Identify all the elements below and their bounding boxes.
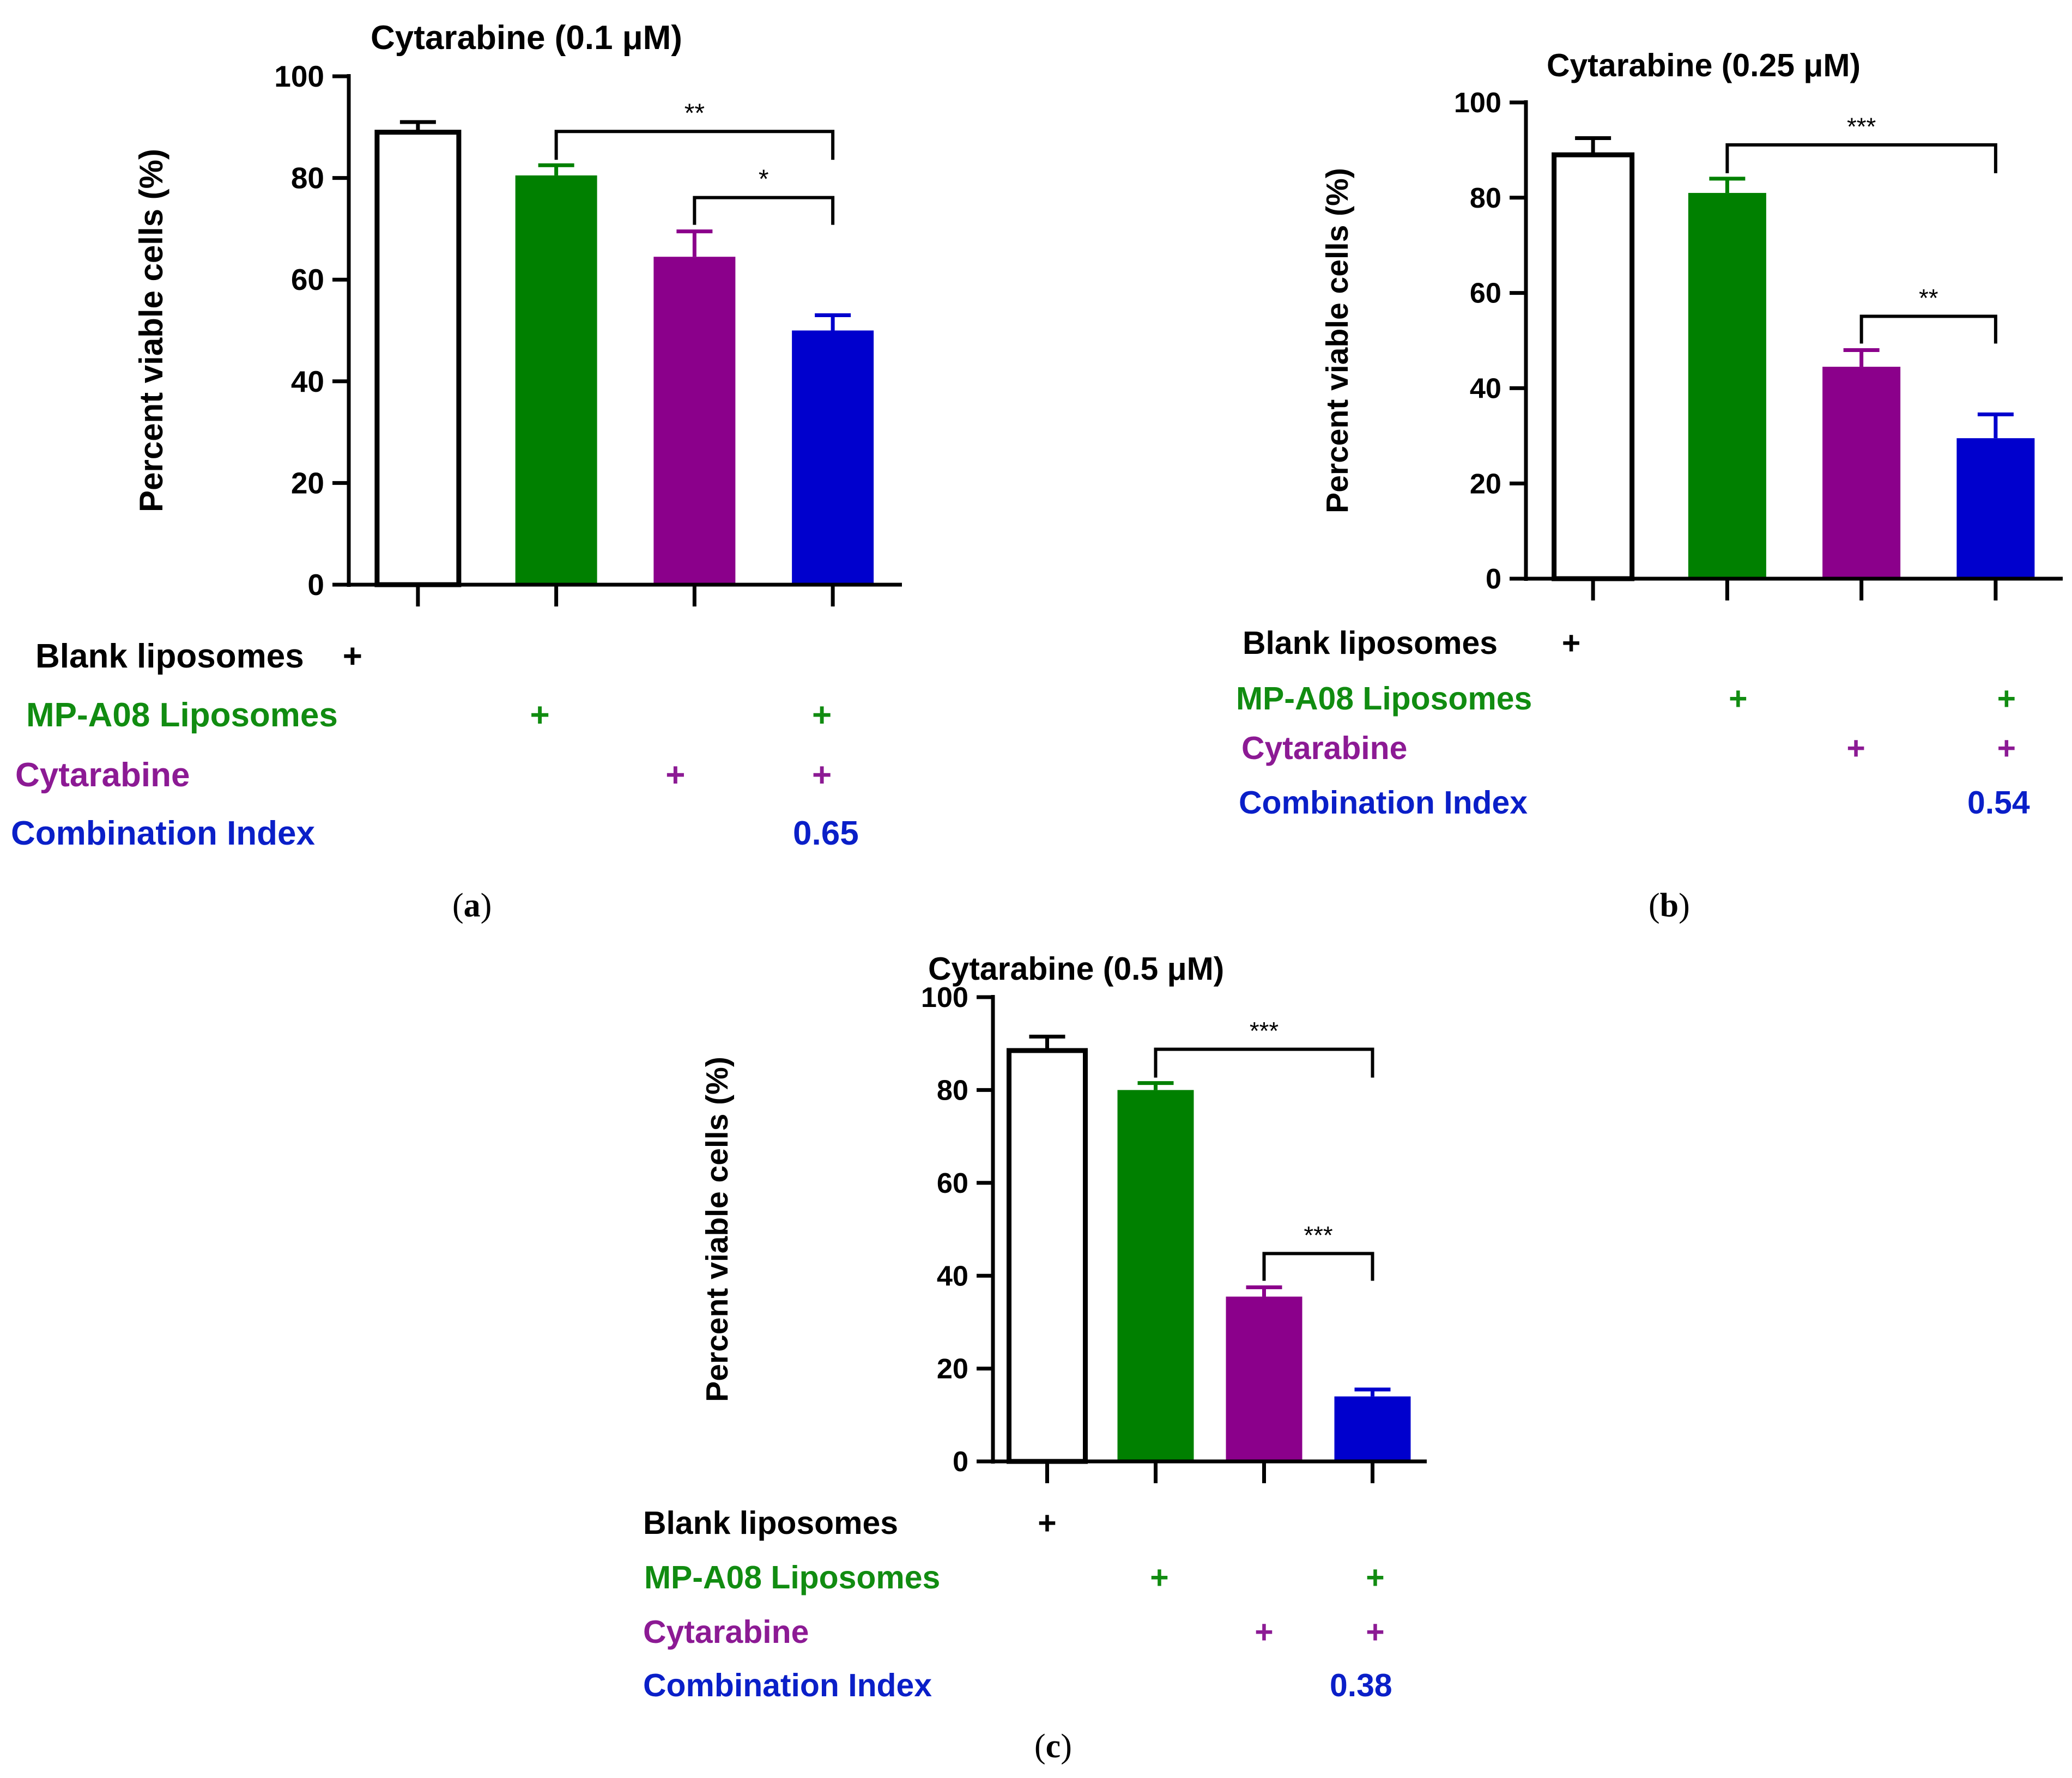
row-label-combination-index: Combination Index bbox=[1239, 785, 1528, 821]
significance-label-1: *** bbox=[1250, 1017, 1279, 1045]
y-tick-label-100: 100 bbox=[1454, 87, 1501, 119]
panel-c: Cytarabine (0.5 μM) Percent viable cells … bbox=[643, 951, 1427, 1765]
bar-3 bbox=[1226, 1296, 1302, 1461]
mark-cytarabine-4: + bbox=[1997, 731, 2016, 766]
caption-letter: b bbox=[1660, 887, 1679, 924]
caption-close-paren: ) bbox=[1679, 887, 1690, 924]
combination-index-value: 0.54 bbox=[1967, 785, 2030, 821]
significance-label-2: *** bbox=[1304, 1222, 1332, 1249]
panel-caption: (a) bbox=[452, 887, 492, 924]
bar-2 bbox=[1688, 193, 1766, 579]
y-tick-label-40: 40 bbox=[937, 1260, 968, 1292]
significance-label-1: ** bbox=[684, 99, 705, 128]
panel-b: Cytarabine (0.25 μM) Percent viable cells… bbox=[1236, 48, 2063, 924]
row-label-blank: Blank liposomes bbox=[35, 638, 304, 675]
bar-1 bbox=[374, 130, 462, 587]
significance-bracket-1 bbox=[1154, 1047, 1374, 1078]
y-tick-label-80: 80 bbox=[291, 161, 324, 195]
caption-open-paren: ( bbox=[452, 887, 464, 924]
mark-mp-a08-2: + bbox=[1729, 681, 1747, 717]
mark-mp-a08-2: + bbox=[1150, 1560, 1168, 1595]
caption-letter: a bbox=[464, 887, 481, 924]
row-label-mp-a08: MP-A08 Liposomes bbox=[644, 1560, 940, 1595]
mark-blank-1: + bbox=[343, 638, 362, 675]
y-axis-label: Percent viable cells (%) bbox=[1320, 168, 1355, 513]
bar-4 bbox=[1956, 438, 2035, 579]
bar-1 bbox=[1007, 1048, 1088, 1464]
y-tick-label-20: 20 bbox=[937, 1354, 968, 1385]
y-tick-label-60: 60 bbox=[291, 263, 324, 296]
mark-cytarabine-3: + bbox=[1255, 1615, 1273, 1650]
bar-4 bbox=[1334, 1396, 1411, 1461]
y-axis-label: Percent viable cells (%) bbox=[133, 149, 169, 512]
bar-3 bbox=[1822, 367, 1901, 579]
row-label-combination-index: Combination Index bbox=[11, 815, 316, 852]
caption-letter: c bbox=[1046, 1728, 1061, 1765]
significance-label-2: ** bbox=[1919, 284, 1938, 312]
panel-caption: (b) bbox=[1649, 887, 1690, 924]
chart-title: Cytarabine (0.5 μM) bbox=[928, 951, 1224, 987]
panel-caption: (c) bbox=[1034, 1728, 1072, 1765]
caption-open-paren: ( bbox=[1649, 887, 1660, 924]
significance-bracket-2 bbox=[1859, 314, 1997, 344]
significance-bracket-2 bbox=[1262, 1252, 1374, 1281]
row-label-mp-a08: MP-A08 Liposomes bbox=[26, 696, 338, 734]
significance-bracket-1 bbox=[1725, 143, 1997, 173]
y-tick-label-20: 20 bbox=[1470, 468, 1501, 500]
mark-blank-1: + bbox=[1562, 626, 1580, 661]
bar-4 bbox=[792, 330, 874, 585]
row-label-cytarabine: Cytarabine bbox=[15, 756, 190, 794]
mark-mp-a08-2: + bbox=[530, 696, 550, 734]
y-tick-label-20: 20 bbox=[291, 466, 324, 500]
y-tick-label-80: 80 bbox=[1470, 183, 1501, 214]
y-tick-label-0: 0 bbox=[1486, 563, 1501, 595]
y-tick-label-80: 80 bbox=[937, 1075, 968, 1106]
bar-2 bbox=[1117, 1090, 1194, 1461]
panel-a: Cytarabine (0.1 μM) Percent viable cells … bbox=[11, 19, 902, 924]
combination-index-value: 0.65 bbox=[793, 815, 859, 852]
y-tick-label-40: 40 bbox=[1470, 373, 1501, 404]
row-label-cytarabine: Cytarabine bbox=[643, 1615, 809, 1650]
y-tick-label-60: 60 bbox=[937, 1168, 968, 1199]
caption-open-paren: ( bbox=[1034, 1728, 1046, 1765]
mark-mp-a08-4: + bbox=[812, 696, 832, 734]
bar-2 bbox=[515, 175, 597, 585]
significance-label-1: *** bbox=[1847, 113, 1876, 141]
caption-close-paren: ) bbox=[481, 887, 492, 924]
caption-close-paren: ) bbox=[1061, 1728, 1072, 1765]
bar-1 bbox=[1552, 152, 1635, 581]
significance-label-2: * bbox=[759, 165, 769, 194]
y-tick-label-0: 0 bbox=[307, 568, 324, 602]
row-label-mp-a08: MP-A08 Liposomes bbox=[1236, 681, 1532, 717]
mark-cytarabine-3: + bbox=[1846, 731, 1865, 766]
mark-cytarabine-4: + bbox=[812, 756, 832, 794]
chart-title: Cytarabine (0.25 μM) bbox=[1547, 48, 1861, 83]
significance-bracket-2 bbox=[693, 196, 835, 225]
combination-index-value: 0.38 bbox=[1330, 1668, 1392, 1703]
y-tick-label-60: 60 bbox=[1470, 278, 1501, 310]
y-tick-label-100: 100 bbox=[921, 982, 968, 1014]
significance-bracket-1 bbox=[554, 130, 835, 160]
y-axis-label: Percent viable cells (%) bbox=[700, 1057, 735, 1402]
mark-mp-a08-4: + bbox=[1366, 1560, 1384, 1595]
y-tick-label-100: 100 bbox=[274, 59, 324, 93]
chart-title: Cytarabine (0.1 μM) bbox=[371, 19, 682, 57]
row-label-cytarabine: Cytarabine bbox=[1241, 731, 1407, 766]
row-label-blank: Blank liposomes bbox=[1243, 626, 1498, 661]
y-tick-label-0: 0 bbox=[953, 1446, 968, 1478]
y-tick-label-40: 40 bbox=[291, 365, 324, 398]
row-label-combination-index: Combination Index bbox=[643, 1668, 932, 1703]
mark-blank-1: + bbox=[1038, 1506, 1056, 1541]
bar-3 bbox=[653, 257, 736, 585]
row-label-blank: Blank liposomes bbox=[643, 1506, 898, 1541]
mark-mp-a08-4: + bbox=[1997, 681, 2016, 717]
mark-cytarabine-3: + bbox=[665, 756, 685, 794]
mark-cytarabine-4: + bbox=[1366, 1615, 1384, 1650]
